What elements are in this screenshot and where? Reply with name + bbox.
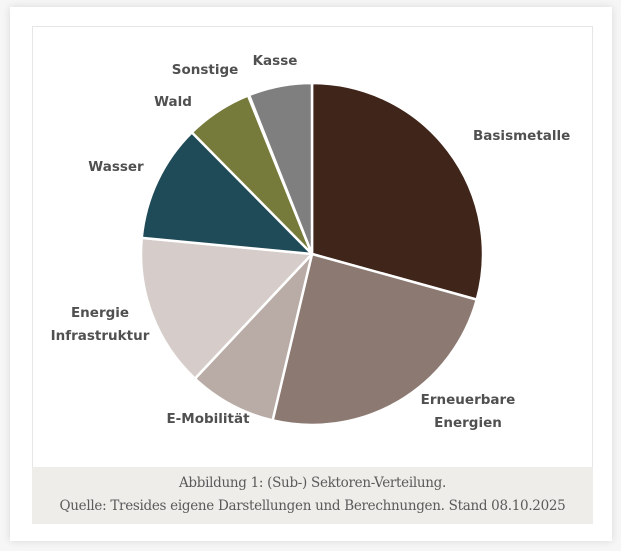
label-energie-2: Infrastruktur (51, 328, 150, 344)
label-kasse: Kasse (253, 53, 298, 69)
label-basismetalle: Basismetalle (473, 128, 570, 144)
slice-erneuerbare-energien (271, 252, 479, 427)
slice-wasser (140, 131, 314, 256)
slice-e-mobilit-t (193, 252, 314, 422)
label-energie-1: Energie (71, 305, 129, 321)
slice-basismetalle (310, 81, 485, 301)
figure-caption: Abbildung 1: (Sub-) Sektoren-Verteilung.… (32, 467, 593, 524)
caption-title: Abbildung 1: (Sub-) Sektoren-Verteilung. (178, 475, 447, 491)
slice-kasse (247, 81, 314, 256)
caption-source: Quelle: Tresides eigene Darstellungen un… (59, 498, 566, 514)
label-erneuerbare-1: Erneuerbare (421, 392, 516, 408)
label-erneuerbare-2: Energien (434, 415, 502, 431)
label-wasser: Wasser (88, 159, 144, 175)
label-wald: Wald (154, 94, 192, 110)
label-emobilitaet: E-Mobilität (166, 411, 250, 427)
pie-chart: Basismetalle Erneuerbare Energien E-Mobi… (51, 53, 571, 431)
slice-energie-infrastruktur (139, 236, 314, 380)
figure-card: Basismetalle Erneuerbare Energien E-Mobi… (10, 7, 612, 541)
label-sonstige: Sonstige (172, 62, 239, 78)
chart-area: Basismetalle Erneuerbare Energien E-Mobi… (32, 26, 593, 468)
pie-slices (139, 81, 485, 427)
